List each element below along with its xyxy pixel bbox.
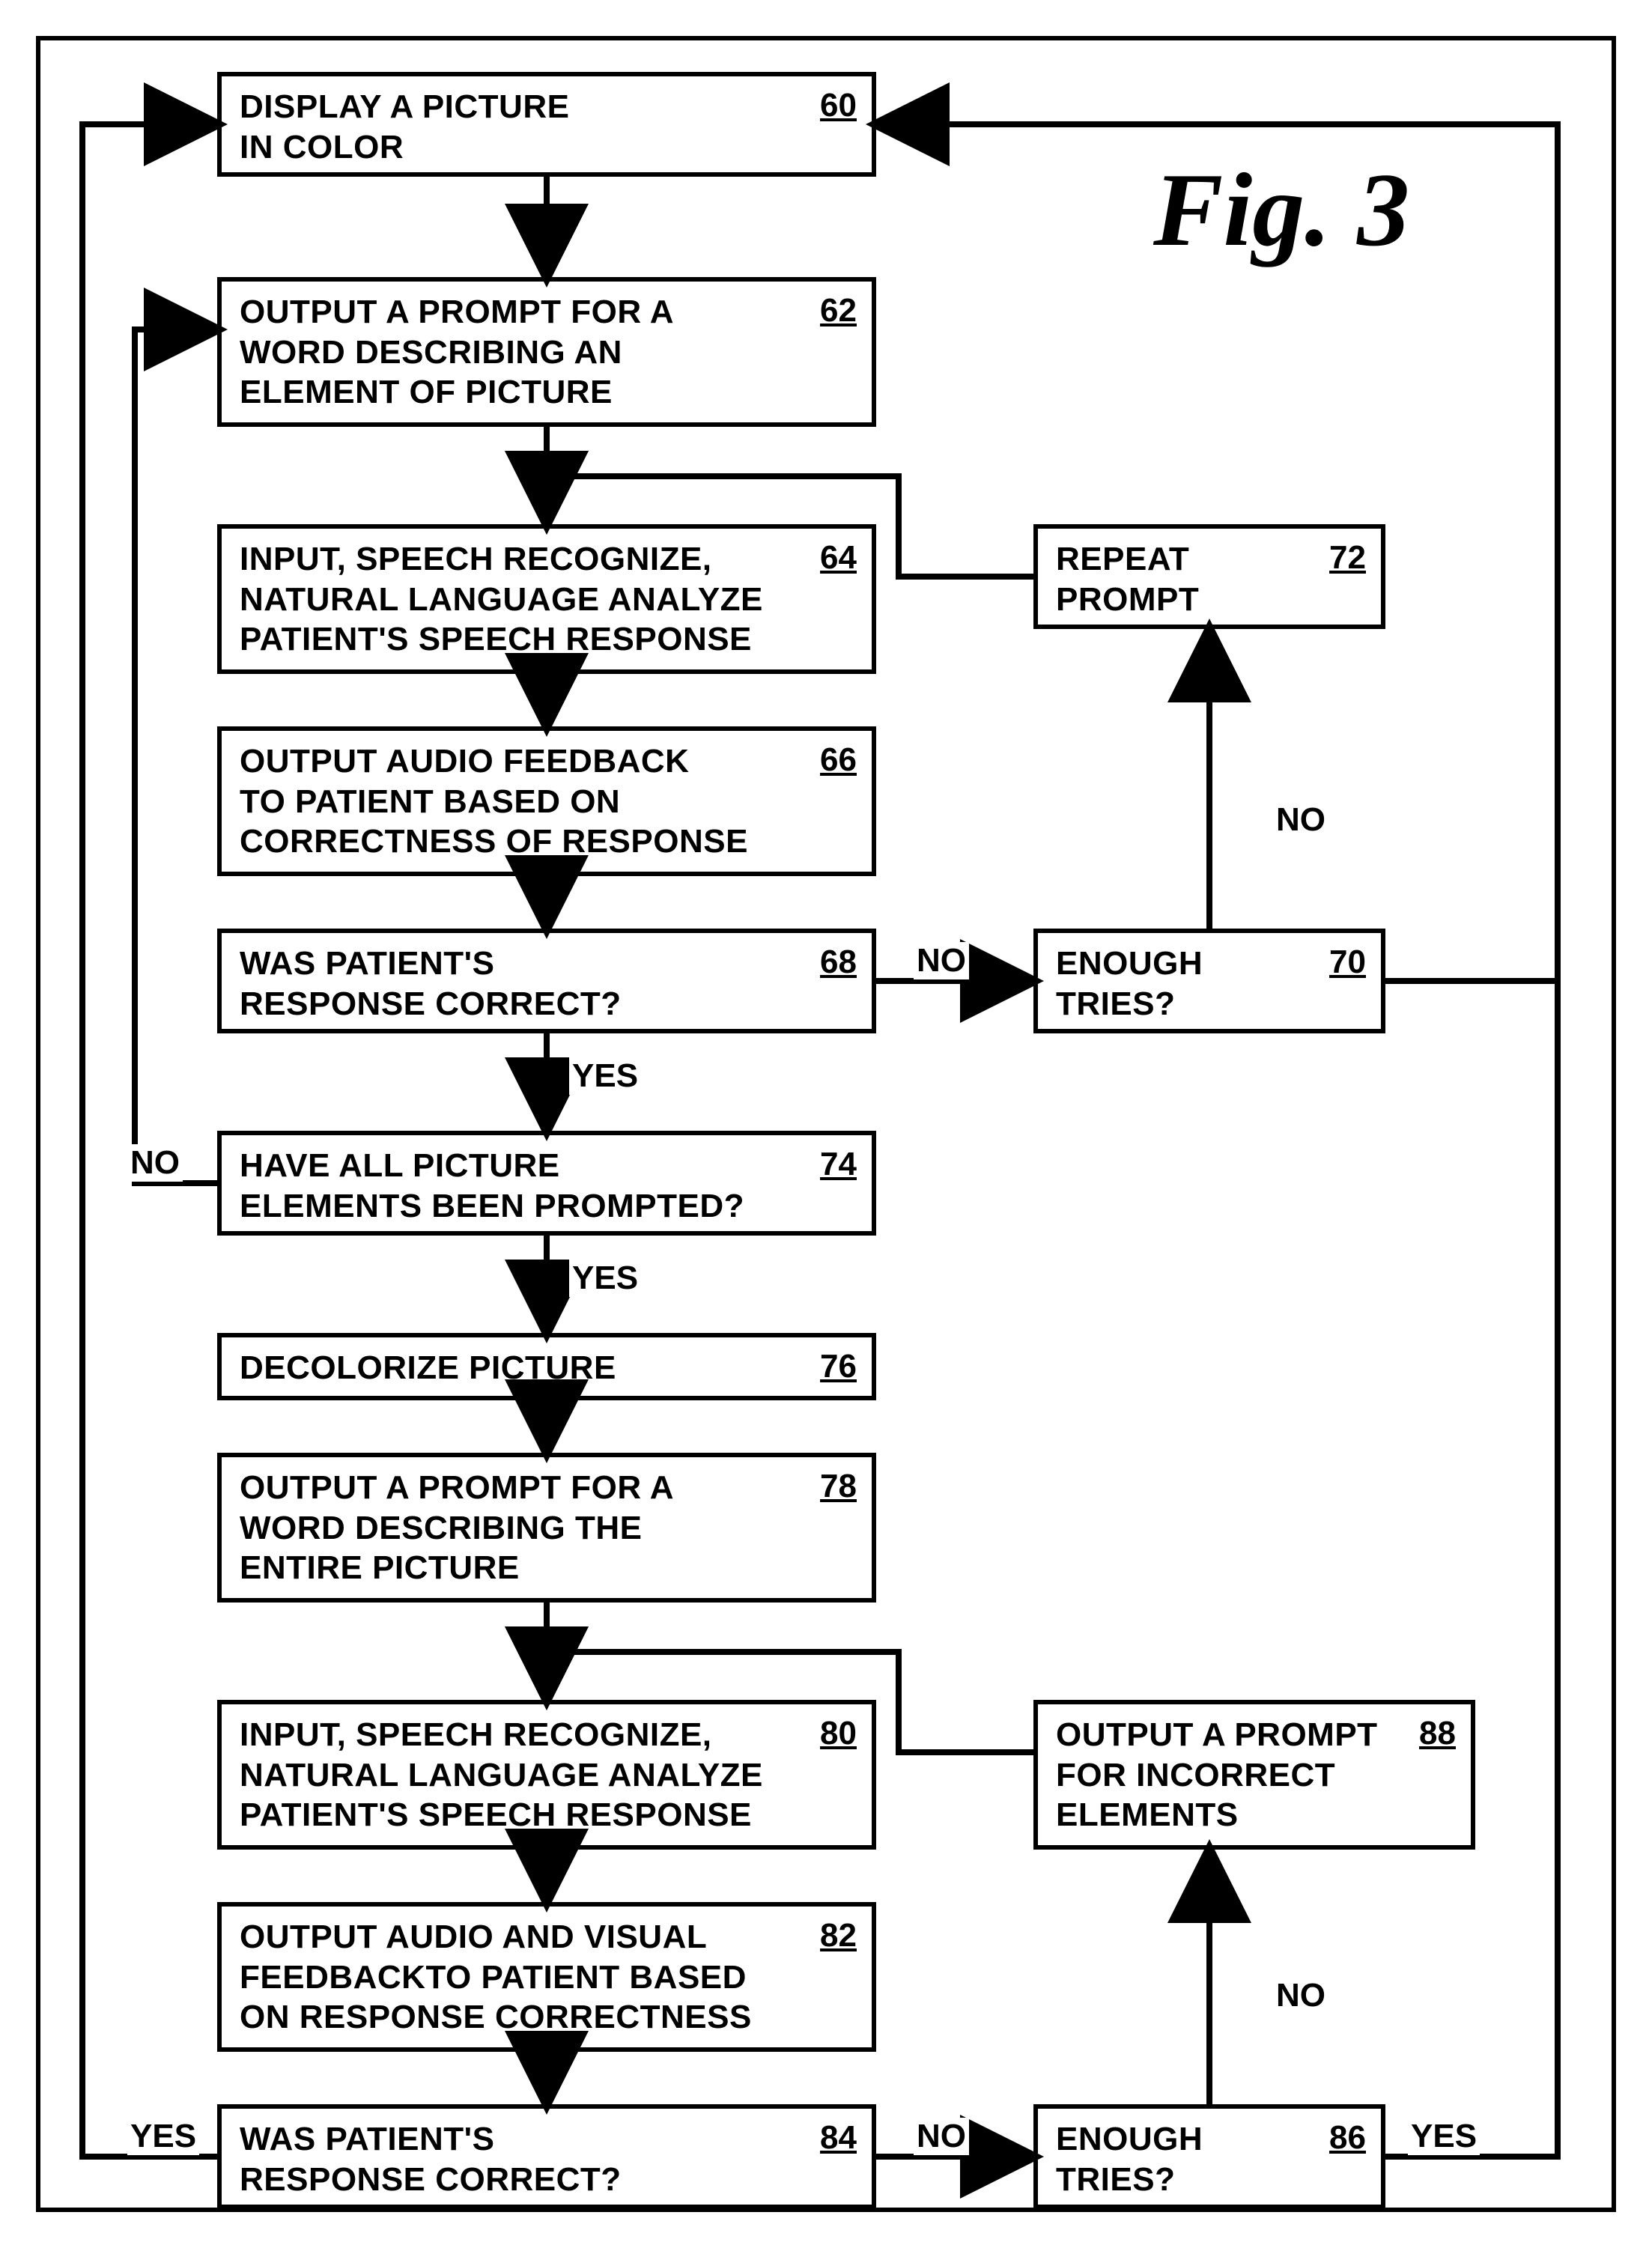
flow-node-text: OUTPUT A PROMPT FOR AWORD DESCRIBING THE… [240, 1468, 805, 1588]
flow-node-72: REPEATPROMPT 72 [1033, 524, 1385, 629]
flow-node-70: ENOUGHTRIES? 70 [1033, 929, 1385, 1033]
flow-node-88: OUTPUT A PROMPT FOR INCORRECTELEMENTS 88 [1033, 1700, 1475, 1850]
edge-label-no-5: NO [914, 2118, 969, 2155]
flow-node-80: INPUT, SPEECH RECOGNIZE,NATURAL LANGUAGE… [217, 1700, 876, 1850]
flow-node-text: REPEATPROMPT [1056, 539, 1314, 619]
flow-node-text: ENOUGHTRIES? [1056, 944, 1314, 1024]
flow-node-text: HAVE ALL PICTUREELEMENTS BEEN PROMPTED? [240, 1146, 805, 1226]
edge-label-yes-4: YES [569, 1260, 641, 1297]
flow-node-text: OUTPUT AUDIO FEEDBACKTO PATIENT BASED ON… [240, 741, 805, 862]
flow-node-text: DECOLORIZE PICTURE [240, 1348, 805, 1388]
flow-node-number: 62 [820, 292, 857, 329]
flow-node-number: 68 [820, 944, 857, 981]
edge-label-no-6: NO [1273, 1977, 1328, 2014]
figure-title: Fig. 3 [1153, 150, 1409, 270]
flow-node-text: INPUT, SPEECH RECOGNIZE,NATURAL LANGUAGE… [240, 1715, 805, 1835]
flow-node-text: OUTPUT A PROMPT FOR INCORRECTELEMENTS [1056, 1715, 1404, 1835]
flow-node-text: WAS PATIENT'SRESPONSE CORRECT? [240, 944, 805, 1024]
flow-node-number: 70 [1329, 944, 1366, 981]
edge-label-no-3: NO [127, 1144, 183, 1182]
flow-node-number: 82 [820, 1917, 857, 1954]
flow-node-number: 88 [1419, 1715, 1456, 1752]
flow-node-68: WAS PATIENT'SRESPONSE CORRECT? 68 [217, 929, 876, 1033]
flow-node-number: 78 [820, 1468, 857, 1505]
flow-node-66: OUTPUT AUDIO FEEDBACKTO PATIENT BASED ON… [217, 726, 876, 876]
flow-node-number: 66 [820, 741, 857, 779]
flow-node-number: 74 [820, 1146, 857, 1183]
flow-node-82: OUTPUT AUDIO AND VISUALFEEDBACKTO PATIEN… [217, 1902, 876, 2052]
flow-node-84: WAS PATIENT'SRESPONSE CORRECT? 84 [217, 2104, 876, 2209]
flow-node-60: DISPLAY A PICTUREIN COLOR 60 [217, 72, 876, 177]
flow-node-text: OUTPUT A PROMPT FOR AWORD DESCRIBING ANE… [240, 292, 805, 413]
flow-node-64: INPUT, SPEECH RECOGNIZE,NATURAL LANGUAGE… [217, 524, 876, 674]
flow-node-number: 72 [1329, 539, 1366, 577]
flow-node-number: 84 [820, 2119, 857, 2157]
flow-node-text: INPUT, SPEECH RECOGNIZE,NATURAL LANGUAGE… [240, 539, 805, 660]
edge-label-yes-2: YES [569, 1057, 641, 1095]
flow-node-74: HAVE ALL PICTUREELEMENTS BEEN PROMPTED? 7… [217, 1131, 876, 1236]
flow-node-number: 86 [1329, 2119, 1366, 2157]
flow-node-text: OUTPUT AUDIO AND VISUALFEEDBACKTO PATIEN… [240, 1917, 805, 2038]
flow-node-number: 64 [820, 539, 857, 577]
flow-node-86: ENOUGHTRIES? 86 [1033, 2104, 1385, 2209]
flow-node-number: 60 [820, 87, 857, 124]
edge-label-yes-7: YES [127, 2118, 199, 2155]
flow-node-text: ENOUGHTRIES? [1056, 2119, 1314, 2199]
edge-label-no-1: NO [1273, 801, 1328, 839]
edge-label-no-0: NO [914, 942, 969, 979]
flow-node-number: 80 [820, 1715, 857, 1752]
flow-node-text: DISPLAY A PICTUREIN COLOR [240, 87, 805, 167]
flow-node-text: WAS PATIENT'SRESPONSE CORRECT? [240, 2119, 805, 2199]
flow-node-62: OUTPUT A PROMPT FOR AWORD DESCRIBING ANE… [217, 277, 876, 427]
flowchart-page: Fig. 3 DISPLAY A PICTUREIN COLOR 60 OUTPUT… [0, 0, 1652, 2248]
flow-node-76: DECOLORIZE PICTURE 76 [217, 1333, 876, 1400]
edge-label-yes-8: YES [1408, 2118, 1480, 2155]
flow-node-78: OUTPUT A PROMPT FOR AWORD DESCRIBING THE… [217, 1453, 876, 1603]
flow-node-number: 76 [820, 1348, 857, 1385]
